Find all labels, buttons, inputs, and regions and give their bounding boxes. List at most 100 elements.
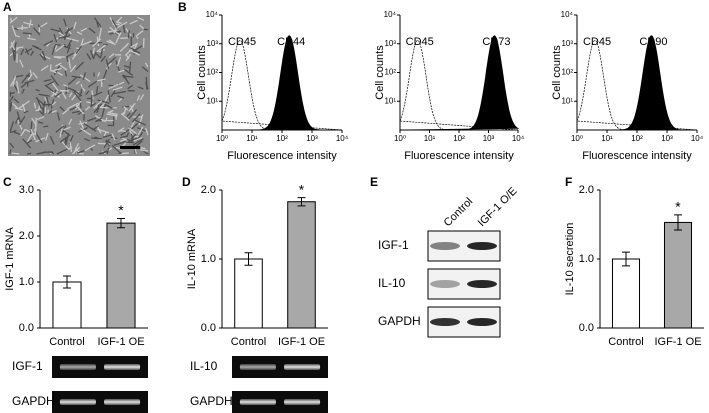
error-bar [63, 275, 71, 289]
cell [118, 81, 125, 86]
cell [54, 91, 63, 98]
y-tick-label: 10³ [561, 39, 573, 48]
cell [62, 108, 69, 115]
cell [106, 147, 110, 155]
cell [95, 52, 101, 59]
cell [117, 97, 123, 103]
y-tick-label: 10³ [206, 39, 218, 48]
cell [110, 89, 116, 98]
cell [54, 44, 58, 50]
cell [58, 63, 68, 71]
cell [103, 131, 107, 137]
cell [40, 53, 51, 60]
cell [108, 39, 115, 44]
cell [63, 27, 70, 41]
cell [131, 123, 138, 130]
cell [115, 32, 122, 44]
cell [11, 152, 20, 155]
cell [72, 110, 80, 114]
cell [119, 44, 128, 52]
y-tick-label: 10¹ [206, 96, 218, 105]
cell [96, 105, 100, 114]
cell [82, 72, 87, 80]
x-tick-label: 10⁴ [336, 134, 349, 143]
cell [46, 42, 51, 47]
x-tick-label: Control [49, 336, 84, 348]
cell [130, 105, 134, 113]
bar [663, 221, 693, 329]
x-axis-label: Fluorescence intensity [582, 150, 692, 162]
cell [20, 48, 25, 56]
cell [67, 77, 77, 86]
cell [108, 83, 119, 90]
cell [30, 129, 37, 141]
gel-label: IGF-1 [12, 359, 43, 373]
cell [109, 26, 120, 36]
histogram-filled [577, 35, 697, 131]
cell [11, 25, 17, 36]
cell [96, 78, 106, 82]
x-tick-label: 10¹ [246, 134, 258, 143]
cell [129, 127, 138, 135]
cell [89, 49, 95, 60]
cell [79, 102, 82, 109]
cell [12, 47, 16, 61]
cell [80, 27, 88, 32]
cell [130, 42, 139, 49]
cell [98, 27, 102, 41]
cell [71, 75, 81, 79]
error-bar [622, 251, 630, 267]
cell [105, 140, 111, 147]
y-tick-label: 3.0 [19, 184, 34, 196]
cell [50, 91, 59, 98]
cell [32, 72, 38, 79]
cell [108, 84, 114, 87]
cell [39, 53, 46, 61]
cell [75, 105, 86, 116]
blot-label: GAPDH [378, 314, 421, 328]
cell [35, 108, 42, 112]
cell [85, 106, 91, 111]
y-axis-label: IL-10 secretion [564, 223, 576, 296]
cell [107, 90, 111, 103]
cell [92, 47, 96, 55]
y-tick-label: 1.0 [579, 253, 594, 265]
cell [76, 31, 83, 36]
cell [105, 62, 112, 70]
cell [137, 86, 144, 90]
cell [88, 27, 96, 34]
cell [9, 130, 17, 134]
cell [24, 48, 33, 53]
cell [68, 92, 73, 98]
x-tick-label: Control [608, 336, 643, 348]
cell [127, 84, 134, 90]
cell [92, 51, 97, 59]
x-tick-label: 10⁰ [216, 134, 228, 143]
cell [36, 97, 43, 109]
cell [81, 40, 92, 46]
cell [136, 94, 141, 101]
cell [21, 88, 25, 94]
cell [86, 101, 94, 105]
cell [128, 109, 138, 120]
cell [55, 125, 65, 133]
cell [91, 38, 102, 48]
cell [145, 127, 149, 136]
cell [29, 69, 33, 77]
cell [62, 92, 67, 100]
cell [42, 101, 46, 114]
x-tick-label: 10² [276, 134, 288, 143]
gel-label: GAPDH [12, 394, 55, 408]
y-tick-label: 10¹ [384, 96, 396, 105]
curve-label: CD45 [583, 36, 611, 48]
cell [17, 27, 28, 30]
bar [52, 281, 82, 329]
cell [65, 52, 75, 58]
cell [108, 53, 115, 59]
cell [131, 113, 141, 123]
panel-label: E [370, 175, 378, 189]
cell [64, 27, 74, 34]
cell [87, 117, 97, 122]
y-tick-label: 10¹ [561, 96, 573, 105]
cell [51, 109, 57, 114]
